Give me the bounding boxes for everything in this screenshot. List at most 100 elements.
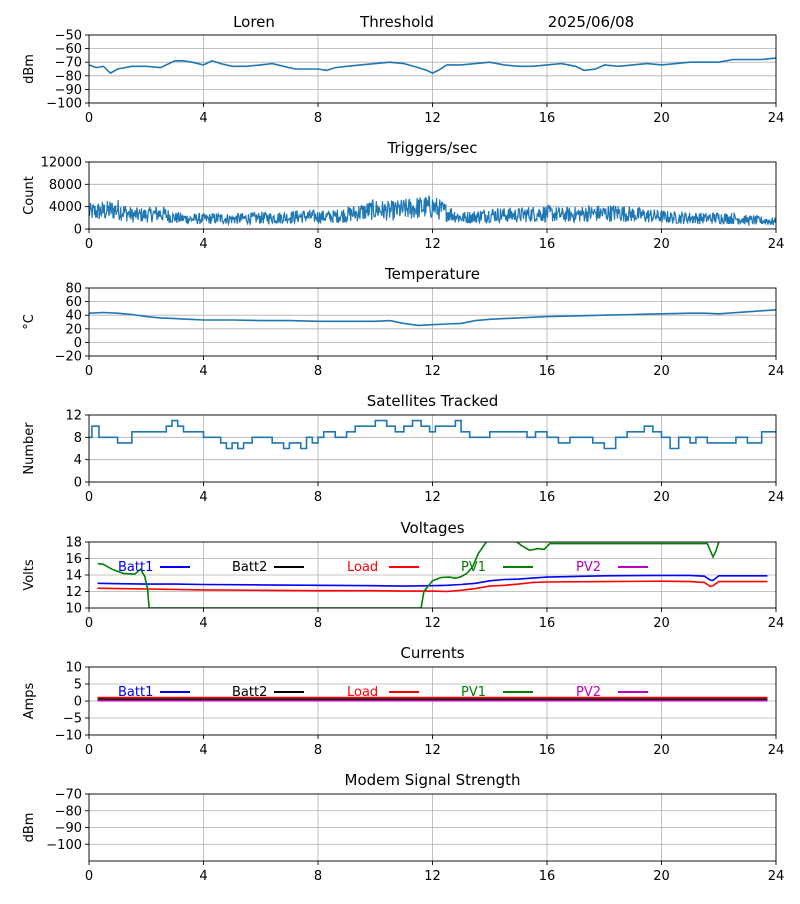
x-tick-label: 0 [85, 237, 93, 252]
y-tick-label: 8 [74, 431, 82, 446]
legend-label-batt2: Batt2 [232, 560, 267, 575]
panel-title: Modem Signal Strength [345, 771, 521, 789]
y-tick-label: 12 [65, 409, 82, 424]
legend-label-pv1: PV1 [461, 560, 486, 575]
x-tick-label: 8 [314, 364, 322, 379]
x-tick-label: 24 [768, 743, 785, 758]
x-tick-label: 24 [768, 490, 785, 505]
x-tick-label: 12 [424, 364, 441, 379]
x-tick-label: 4 [199, 364, 207, 379]
x-tick-label: 4 [199, 111, 207, 126]
y-tick-label: −70 [55, 56, 82, 71]
series-line-voltages-batt1 [97, 574, 768, 587]
panel-title: Temperature [384, 265, 480, 283]
legend-label-pv2: PV2 [576, 685, 601, 700]
legend-label-batt1: Batt1 [118, 560, 153, 575]
x-tick-label: 12 [424, 490, 441, 505]
y-tick-label: 12000 [41, 156, 82, 171]
x-tick-label: 0 [85, 111, 93, 126]
x-tick-label: 20 [653, 364, 670, 379]
legend-label-pv1: PV1 [461, 685, 486, 700]
y-axis-label: °C [22, 314, 37, 330]
y-tick-label: 20 [65, 322, 82, 337]
y-tick-label: 18 [65, 536, 82, 551]
legend-label-batt2: Batt2 [232, 685, 267, 700]
y-tick-label: 14 [65, 569, 82, 584]
y-tick-label: −80 [55, 804, 82, 819]
y-tick-label: 60 [65, 295, 82, 310]
x-tick-label: 24 [768, 616, 785, 631]
panel-satellites: 0 4 8 12 16 20 24 0 4 8 12 Satellites Tracked Number [22, 392, 784, 505]
x-tick-label: 20 [653, 743, 670, 758]
y-tick-label: 8000 [49, 178, 82, 193]
panel-currents: Batt1 Batt2 Load PV1 PV2 0 4 8 12 16 20 24 −10 −5 0 5 10… [22, 644, 784, 758]
x-tick-label: 12 [424, 237, 441, 252]
y-axis-label: Amps [22, 682, 37, 719]
x-tick-label: 8 [314, 111, 322, 126]
legend-label-batt1: Batt1 [118, 685, 153, 700]
y-tick-label: 12 [65, 585, 82, 600]
y-tick-label: 0 [74, 695, 82, 710]
y-axis-label: Count [22, 176, 37, 215]
x-tick-label: 16 [539, 237, 556, 252]
x-tick-label: 16 [539, 490, 556, 505]
x-tick-label: 8 [314, 869, 322, 884]
x-tick-label: 8 [314, 743, 322, 758]
y-tick-label: −100 [46, 838, 82, 853]
y-tick-label: −5 [63, 712, 82, 727]
y-tick-label: −90 [55, 83, 82, 98]
x-tick-label: 12 [424, 616, 441, 631]
y-axis-label: Volts [22, 559, 37, 591]
panel-title: Triggers/sec [387, 139, 478, 157]
x-tick-label: 8 [314, 237, 322, 252]
y-tick-label: 0 [74, 336, 82, 351]
x-tick-label: 0 [85, 743, 93, 758]
header-date: 2025/06/08 [548, 13, 634, 31]
series-line-voltages-pv1 [97, 542, 720, 608]
x-tick-label: 20 [653, 616, 670, 631]
x-tick-label: 0 [85, 869, 93, 884]
y-tick-label: −100 [46, 97, 82, 112]
x-tick-label: 8 [314, 616, 322, 631]
series-line-temperature-0 [89, 309, 776, 327]
x-tick-label: 16 [539, 869, 556, 884]
x-tick-label: 20 [653, 237, 670, 252]
x-tick-label: 16 [539, 743, 556, 758]
x-tick-label: 4 [199, 237, 207, 252]
x-tick-label: 16 [539, 111, 556, 126]
y-tick-label: 80 [65, 282, 82, 297]
y-tick-label: −20 [55, 350, 82, 365]
y-axis-label: dBm [22, 54, 37, 84]
y-axis-label: Number [22, 422, 37, 475]
y-tick-label: −50 [55, 29, 82, 44]
series-line-satellites-0 [89, 419, 776, 450]
y-tick-label: 10 [65, 661, 82, 676]
x-tick-label: 20 [653, 490, 670, 505]
header-mode: Threshold [359, 13, 434, 31]
y-tick-label: 0 [74, 476, 82, 491]
x-tick-label: 20 [653, 111, 670, 126]
panel-title: Currents [400, 644, 464, 662]
series-line-triggers-0 [89, 195, 776, 227]
x-tick-label: 12 [424, 111, 441, 126]
y-tick-label: −80 [55, 69, 82, 84]
y-tick-label: 10 [65, 602, 82, 617]
x-tick-label: 4 [199, 743, 207, 758]
legend-label-pv2: PV2 [576, 560, 601, 575]
y-tick-label: −60 [55, 42, 82, 57]
panel-triggers: 0 4 8 12 16 20 24 0 4000 8000 12000 Triggers/sec Cou… [22, 139, 784, 252]
x-tick-label: 8 [314, 490, 322, 505]
y-tick-label: 4000 [49, 200, 82, 215]
y-tick-label: 40 [65, 309, 82, 324]
x-tick-label: 4 [199, 616, 207, 631]
panel-threshold: 0 4 8 12 16 20 24 −100−90−80−70−60−50 dBm [22, 29, 784, 127]
x-tick-label: 20 [653, 869, 670, 884]
header-station: Loren [233, 13, 275, 31]
x-tick-label: 4 [199, 490, 207, 505]
y-tick-label: 4 [74, 453, 82, 468]
